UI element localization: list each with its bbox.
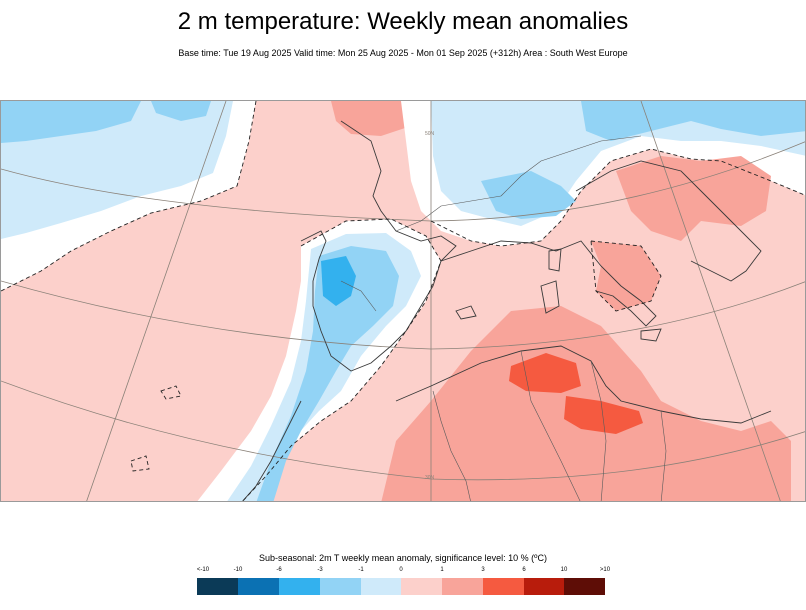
legend-title: Sub-seasonal: 2m T weekly mean anomaly, … bbox=[259, 553, 547, 563]
legend-swatch bbox=[524, 578, 564, 595]
legend-swatch bbox=[361, 578, 401, 595]
cold-patch-alps bbox=[481, 171, 576, 219]
legend-swatch bbox=[197, 578, 238, 595]
legend-swatch bbox=[238, 578, 279, 595]
page-subtitle: Base time: Tue 19 Aug 2025 Valid time: M… bbox=[178, 48, 628, 58]
warm-patch-balkans bbox=[616, 156, 771, 241]
coastlines bbox=[242, 120, 772, 501]
legend-tick-label: <-10 bbox=[196, 567, 210, 573]
map-canvas: 50N 30N bbox=[1, 101, 805, 501]
legend-tick-label: -3 bbox=[317, 567, 323, 573]
significance-contours bbox=[1, 101, 805, 501]
legend-tick-label: 3 bbox=[481, 567, 485, 573]
graticule bbox=[1, 101, 805, 501]
legend-swatch bbox=[483, 578, 524, 595]
legend-tick-label: -10 bbox=[233, 567, 243, 573]
cold-region-north-atlantic-mid-2 bbox=[151, 101, 211, 121]
legend-tick-label: 6 bbox=[522, 567, 526, 573]
legend-swatch bbox=[442, 578, 483, 595]
country-borders bbox=[340, 135, 667, 501]
anomaly-map: 50N 30N bbox=[0, 100, 806, 502]
cold-region-iberia-mid bbox=[256, 246, 399, 501]
grid-label-50n: 50N bbox=[425, 131, 435, 137]
warm-patch-biscay bbox=[331, 101, 421, 136]
legend-tick-label: -6 bbox=[276, 567, 282, 573]
legend-swatch bbox=[320, 578, 361, 595]
legend-tick-label: 10 bbox=[560, 567, 568, 573]
legend-tick-label: 0 bbox=[399, 567, 403, 573]
warm-patch-italy bbox=[591, 241, 661, 311]
warm-core-algeria bbox=[509, 353, 581, 393]
cold-core-portugal bbox=[321, 256, 356, 306]
legend-swatch bbox=[564, 578, 605, 595]
legend-swatch bbox=[401, 578, 442, 595]
cold-region-north-atlantic-mid bbox=[1, 101, 141, 143]
color-legend: <-10 -10 -6 -3 -1 0 1 3 6 10 >10 bbox=[196, 567, 610, 597]
legend-tick-label: -1 bbox=[358, 567, 364, 573]
legend-tick-label: 1 bbox=[440, 567, 444, 573]
grid-label-30n: 30N bbox=[425, 475, 435, 481]
cold-patch-north-east bbox=[581, 101, 805, 141]
legend-tick-label: >10 bbox=[599, 567, 611, 573]
warm-core-libya bbox=[564, 396, 643, 434]
page-title: 2 m temperature: Weekly mean anomalies bbox=[177, 8, 629, 35]
legend-swatch bbox=[279, 578, 320, 595]
